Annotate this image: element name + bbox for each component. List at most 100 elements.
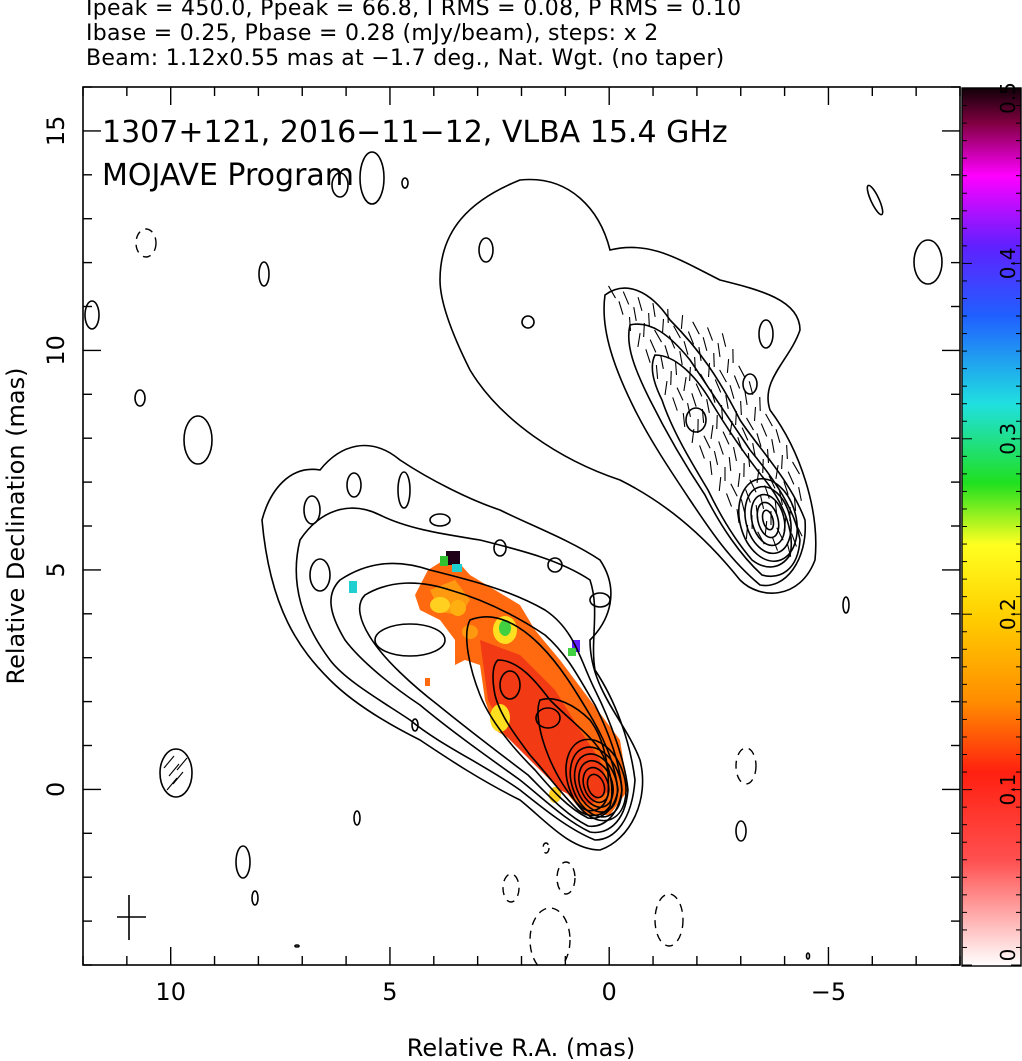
x-tick-label: 10	[155, 978, 186, 1006]
polarization-vector	[756, 468, 760, 484]
polarization-vector	[664, 380, 668, 396]
beam-hatch	[163, 755, 175, 769]
polarization-vector	[730, 483, 738, 497]
polarization-vector	[674, 360, 678, 376]
polarization-vector	[787, 471, 795, 485]
polarization-vector	[776, 527, 784, 541]
polarization-vector	[654, 329, 662, 343]
y-tick-label: 0	[42, 782, 70, 797]
polarization-vector	[706, 327, 714, 341]
polarization-vector	[791, 533, 797, 547]
cross-marker	[117, 895, 146, 940]
polarization-vector	[755, 504, 759, 520]
colorbar-ticks: 0 0.1 0.2 0.3 0.4 0.5	[962, 82, 1021, 966]
polarization-vector	[645, 349, 651, 363]
colorbar-tick-label: 0.1	[996, 774, 1020, 806]
polarization-vector	[775, 465, 779, 479]
polarization-vector	[668, 335, 676, 349]
beam-hatch	[176, 757, 188, 771]
polarization-vector	[618, 301, 624, 315]
polarization-vector	[648, 312, 650, 328]
y-tick-label: 10	[42, 335, 70, 366]
polarization-vector	[728, 456, 732, 472]
plot-frame	[82, 86, 961, 966]
polarization-vector	[737, 437, 743, 451]
polarization-vector	[710, 424, 714, 440]
polarization-vector	[748, 381, 754, 395]
polarization-vector	[672, 397, 678, 411]
polarization-vector	[768, 475, 776, 489]
polarization-vector	[714, 379, 722, 393]
polarization-vector	[643, 322, 645, 338]
polarization-vector	[698, 347, 702, 361]
polarization-vector	[687, 403, 691, 417]
polarization-vector	[683, 377, 687, 391]
polarization-vector	[740, 400, 742, 416]
header-line-3: Beam: 1.12x0.55 mas at −1.7 deg., Nat. W…	[86, 46, 725, 71]
polarization-vector	[721, 333, 727, 347]
polarization-vector	[775, 429, 781, 443]
polarization-vector	[660, 355, 664, 369]
polarization-vector	[683, 341, 689, 355]
polarization-vector	[786, 444, 788, 460]
polarization-vector	[722, 431, 730, 445]
polarization-vector	[702, 337, 708, 351]
polarization-vector	[737, 472, 741, 488]
polarization-vector	[680, 314, 684, 330]
polarization-vector	[699, 445, 705, 459]
polarization-vector	[760, 423, 768, 437]
polarization-vector	[701, 408, 705, 424]
polarization-vector	[749, 479, 757, 493]
polarization-vector	[687, 331, 695, 345]
polarization-vector	[637, 297, 643, 311]
plot-subtitle: MOJAVE Program	[102, 158, 354, 193]
polarization-vector	[740, 499, 746, 513]
polarization-vector	[695, 383, 703, 397]
polarization-vector	[689, 366, 691, 382]
beam-hatch	[172, 771, 184, 785]
polarization-vector	[765, 413, 773, 427]
beam-hatch	[166, 777, 178, 791]
polarization-vector	[706, 399, 710, 413]
polarization-vector	[779, 491, 783, 505]
colorbar-tick-label: 0	[996, 949, 1020, 962]
colorbar	[962, 88, 1021, 966]
polarization-vector	[725, 395, 729, 409]
map-features	[84, 151, 943, 965]
negative-contours	[135, 228, 757, 965]
polarization-vector	[726, 358, 730, 374]
polarization-vector	[783, 481, 789, 495]
polarization-vector	[719, 369, 727, 383]
polarization-vector	[691, 428, 695, 444]
polarization-vector	[717, 342, 721, 358]
polarization-vector	[655, 364, 659, 380]
polarization-vector	[792, 461, 800, 475]
polarization-vector	[652, 303, 656, 317]
polarization-vector	[709, 460, 713, 476]
header-line-2: Ibase = 0.25, Pbase = 0.28 (mJy/beam), s…	[86, 21, 659, 46]
polarization-vector	[757, 531, 765, 545]
polarization-vector	[771, 537, 779, 551]
polarization-vector	[718, 441, 724, 455]
polarization-vector	[753, 406, 757, 422]
polarization-vector	[793, 496, 797, 512]
polarization-vector	[676, 387, 684, 401]
polarization-vector	[664, 345, 670, 359]
polarization-vector	[766, 448, 770, 464]
colorbar-tick-label: 0.4	[996, 247, 1020, 279]
polarization-vector	[633, 307, 637, 321]
x-axis-label: Relative R.A. (mas)	[407, 1034, 635, 1061]
x-tick-label: 5	[382, 978, 397, 1006]
header-line-1: Ipeak = 450.0, Ppeak = 66.8, I RMS = 0.0…	[86, 0, 742, 21]
polarization-vector	[622, 291, 630, 305]
polarization-vector	[703, 435, 711, 449]
polarization-vector	[774, 500, 778, 516]
polarization-vector	[692, 321, 700, 335]
polarization-vector	[691, 393, 697, 407]
polarization-vector	[745, 524, 749, 540]
x-tick-label: 0	[602, 978, 617, 1006]
polarization-vector	[759, 495, 765, 509]
x-tick-label: −5	[811, 978, 846, 1006]
polarization-vectors	[163, 285, 803, 791]
colorbar-tick-label: 0.5	[996, 82, 1020, 114]
